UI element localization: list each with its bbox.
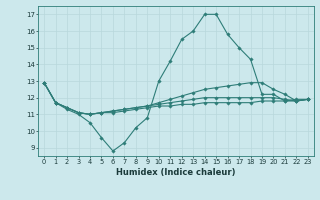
X-axis label: Humidex (Indice chaleur): Humidex (Indice chaleur) <box>116 168 236 177</box>
